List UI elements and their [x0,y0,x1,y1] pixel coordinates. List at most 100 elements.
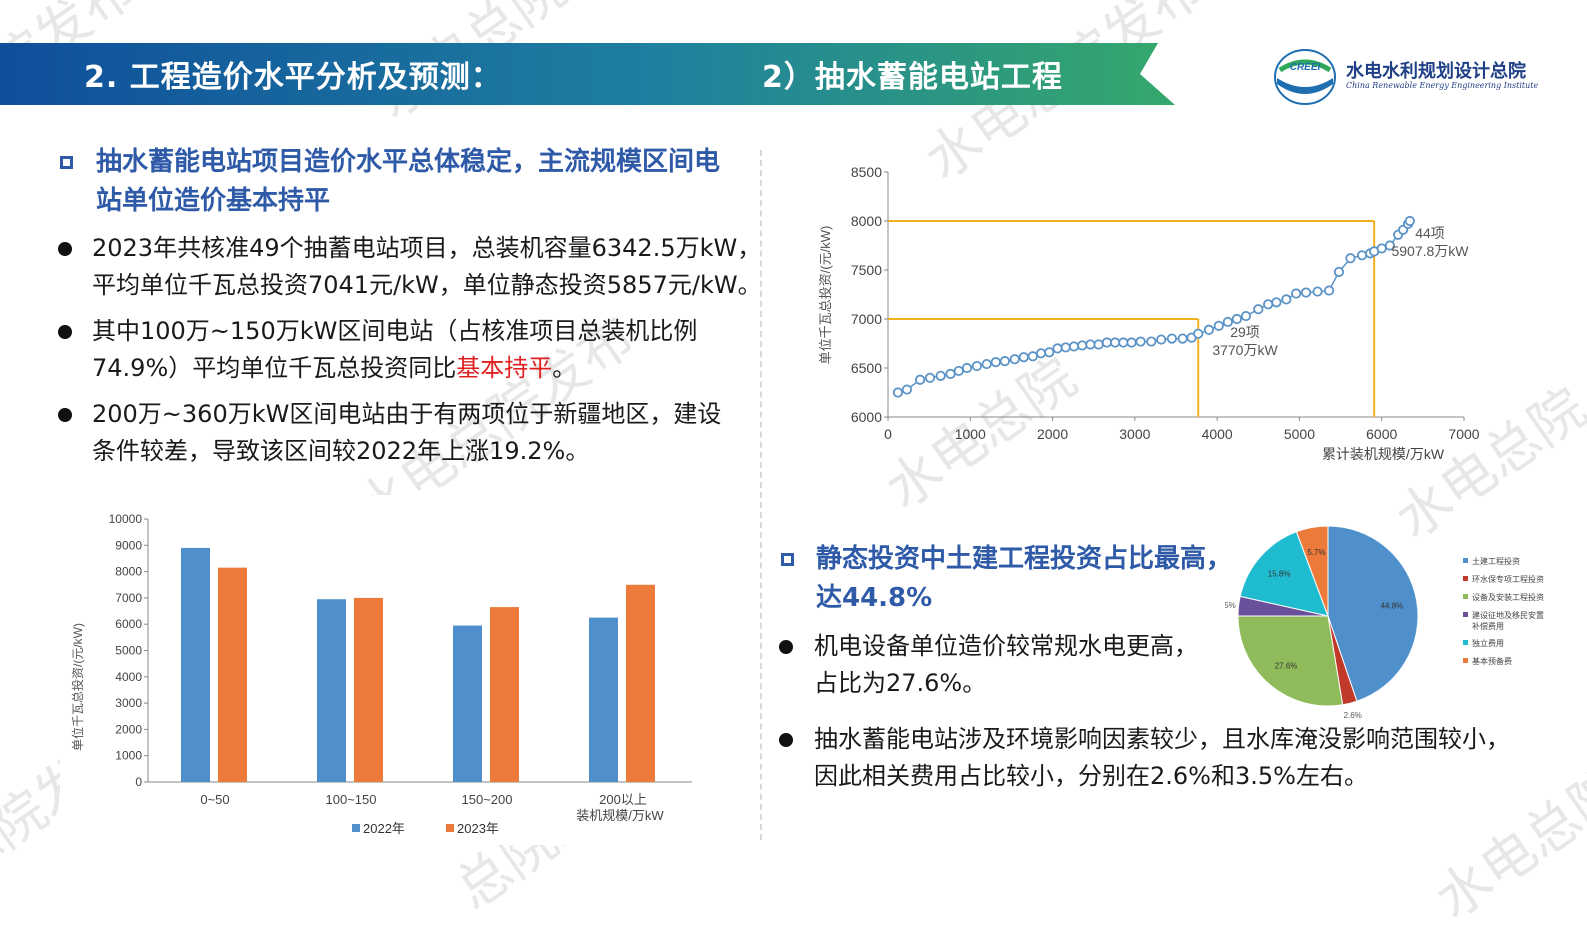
pie-legend-swatch [1463,640,1468,645]
x-tick-label: 7000 [1448,426,1479,442]
scatter-point [1323,285,1335,296]
pie-slice-label: 15.8% [1268,569,1291,578]
scatter-point [1135,336,1146,347]
y-tick-label: 8000 [115,565,142,579]
pie-legend-label: 环水保专项工程投资 [1472,574,1544,584]
x-tick-label: 2000 [1037,426,1068,442]
scatter-point [1068,341,1080,352]
scatter-point [1300,287,1312,298]
header-bar [0,43,1175,105]
scatter-chart-axes: 6000 6500 7000 7500 8000 8500 0 1000 2000 3000 400… [851,164,1480,442]
left-bullet3-line1: 200万~360万kW区间电站由于有两项位于新疆地区，建设 [92,400,722,428]
pie-legend-swatch [1463,594,1468,599]
scatter-point [1027,351,1038,362]
annotation-capacity-2: 5907.8万kW [1391,243,1469,259]
y-tick-label: 7500 [851,262,882,278]
section-title: 2. 工程造价水平分析及预测： [84,60,502,95]
scatter-point [892,387,903,398]
pie-legend-swatch [1463,612,1468,617]
x-tick-label: 150~200 [462,792,513,807]
right-bullet2-line1: 抽水蓄能电站涉及环境影响因素较少，且水库淹没影响范围较小， [814,725,1510,753]
right-bullet2-line2: 因此相关费用占比较小，分别在2.6%和3.5%左右。 [814,762,1368,790]
scatter-point [1253,304,1264,315]
bullet-icon [58,242,72,256]
scatter-point [1101,337,1112,348]
bullet-icon [779,733,793,747]
right-bullet1-line2: 占比为27.6%。 [814,669,987,697]
column-divider [760,150,762,840]
x-tick-label: 4000 [1202,426,1233,442]
pie-slice [1327,525,1419,702]
bar-2022年 [317,599,346,782]
pie-legend-swatch [1463,558,1468,563]
pie-chart-legend: 土建工程投资环水保专项工程投资设备及安装工程投资建设征地及移民安置补偿费用独立费… [1463,556,1544,666]
scatter-chart-xlabel: 累计装机规模/万kW [1322,446,1445,462]
left-bullet1-line2: 平均单位千瓦总投资7041元/kW，单位静态投资5857元/kW。 [92,271,762,299]
pie-chart: 44.8% 2.6% 27.6% 3.5% 15.8% 5.7% 土建工程投资环水保专项工… [1225,525,1544,720]
scatter-point [924,372,936,383]
square-bullet-icon [781,553,794,566]
x-tick-label: 5000 [1284,426,1315,442]
legend-swatch-2023 [446,824,454,832]
logo-name-cn: 水电水利规划设计总院 [1346,61,1526,82]
y-tick-label: 6000 [115,617,142,631]
left-bullet2-line1: 其中100万~150万kW区间电站（占核准项目总装机比例 [92,317,698,345]
scatter-point [1384,240,1396,251]
scatter-point [1077,340,1088,351]
left-heading-line1: 抽水蓄能电站项目造价水平总体稳定，主流规模区间电 [96,147,721,177]
scatter-point [1118,337,1129,348]
scatter-point [1263,299,1274,310]
bullet-icon [58,408,72,422]
scatter-point [1085,339,1096,350]
left-bullet1-line1: 2023年共核准49个抽蓄电站项目，总装机容量6342.5万kW， [92,234,762,262]
bar-2023年 [218,567,247,782]
pie-slice-label: 5.7% [1307,548,1325,557]
scatter-point [999,356,1010,367]
scatter-point [1240,310,1252,322]
x-tick-label: 0~50 [200,792,229,807]
x-tick-label: 0 [884,426,892,442]
pie-legend-label: 补偿费用 [1472,621,1504,631]
left-bullet2-text: 74.9%）平均单位千瓦总投资同比 [92,354,457,382]
scatter-point [1333,266,1345,278]
bar-2022年 [453,625,482,782]
legend-swatch-2022 [352,824,360,832]
y-tick-label: 4000 [115,670,142,684]
scatter-chart-guides [888,220,1376,417]
y-tick-label: 7000 [851,311,882,327]
scatter-point [1110,337,1121,348]
scatter-point [945,368,956,379]
right-heading-line2: 达44.8% [816,583,933,613]
x-tick-label: 6000 [1366,426,1397,442]
annotation-count-2: 44项 [1415,225,1445,241]
bar-2023年 [626,584,655,782]
y-tick-label: 6000 [851,409,882,425]
scatter-point [935,370,946,381]
y-tick-label: 9000 [115,538,142,552]
pie-legend-label: 土建工程投资 [1472,556,1520,566]
left-bullet3-line2: 条件较差，导致该区间较2022年上涨19.2%。 [92,437,590,465]
bullet-icon [779,640,793,654]
highlight-text: 基本持平 [456,354,553,382]
scatter-point [1093,339,1104,350]
pie-legend-label: 独立费用 [1472,638,1504,648]
y-tick-label: 7000 [115,591,142,605]
scatter-point [1231,313,1242,325]
scatter-point [1213,320,1224,331]
bullet-icon [58,325,72,339]
pie-slice-label: 2.6% [1344,711,1362,720]
subsection-title: 2）抽水蓄能电站工程 [762,60,1063,95]
scatter-point [990,357,1001,368]
pie-legend-label: 基本预备费 [1472,656,1512,666]
scatter-point [1404,215,1415,227]
bar-chart-bars: 0~50 100~150 150~200 200以上 [181,547,655,807]
scatter-point [1356,250,1368,261]
scatter-point [1193,328,1204,339]
bar-chart: 0 1000 2000 3000 4000 5000 6000 7000 8000 9000 100… [60,495,710,845]
y-tick-label: 6500 [851,360,882,376]
y-tick-label: 8000 [851,213,882,229]
scatter-point [1060,342,1071,353]
right-heading-line1: 静态投资中土建工程投资占比最高， [816,544,1233,574]
pie-slice [1295,525,1329,617]
right-bullet1-line1: 机电设备单位造价较常规水电更高， [814,632,1198,660]
